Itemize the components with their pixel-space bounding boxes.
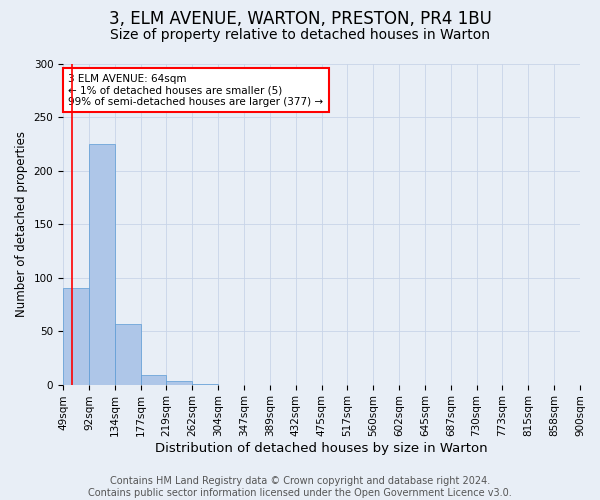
Bar [166, 382, 192, 384]
Text: 3, ELM AVENUE, WARTON, PRESTON, PR4 1BU: 3, ELM AVENUE, WARTON, PRESTON, PR4 1BU [109, 10, 491, 28]
Y-axis label: Number of detached properties: Number of detached properties [15, 132, 28, 318]
Bar [115, 324, 140, 384]
Text: Contains HM Land Registry data © Crown copyright and database right 2024.
Contai: Contains HM Land Registry data © Crown c… [88, 476, 512, 498]
Text: Size of property relative to detached houses in Warton: Size of property relative to detached ho… [110, 28, 490, 42]
Bar [63, 288, 89, 384]
Bar [140, 375, 166, 384]
Text: 3 ELM AVENUE: 64sqm
← 1% of detached houses are smaller (5)
99% of semi-detached: 3 ELM AVENUE: 64sqm ← 1% of detached hou… [68, 74, 323, 107]
X-axis label: Distribution of detached houses by size in Warton: Distribution of detached houses by size … [155, 442, 488, 455]
Bar [89, 144, 115, 384]
